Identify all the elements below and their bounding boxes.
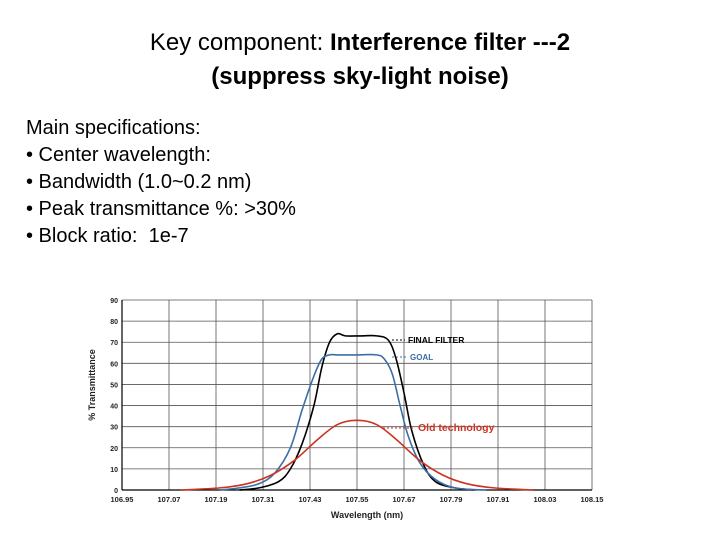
- spec-item-peak-transmittance: • Peak transmittance %: >30%: [26, 198, 296, 220]
- spec-item-center-wavelength: • Center wavelength:: [26, 144, 211, 166]
- y-tick-label: 90: [110, 298, 118, 305]
- series-line-goal: [219, 353, 487, 491]
- spec-item-block-ratio: • Block ratio: 1e-7: [26, 225, 189, 247]
- y-tick-label: 80: [110, 319, 118, 326]
- chart-series: [180, 332, 534, 491]
- specifications-list: Main specifications: • Center wavelength…: [26, 115, 296, 250]
- y-axis-label: % Transmittance: [87, 349, 97, 421]
- y-tick-label: 30: [110, 425, 118, 432]
- chart-axes: [121, 300, 592, 491]
- x-tick-label: 108.03: [534, 495, 557, 504]
- x-tick-label: 107.55: [346, 495, 369, 504]
- x-tick-label: 107.07: [158, 495, 181, 504]
- x-axis-label: Wavelength (nm): [331, 510, 403, 520]
- x-tick-label: 107.43: [299, 495, 322, 504]
- x-tick-label: 107.79: [440, 495, 463, 504]
- title-line-1: Key component: Interference filter ---2: [0, 26, 720, 60]
- y-tick-label: 0: [114, 488, 118, 495]
- x-tick-label: 107.91: [487, 495, 510, 504]
- x-tick-label: 107.31: [252, 495, 275, 504]
- legend-label-goal: GOAL: [410, 353, 433, 362]
- legend-label-old-technology: Old technology: [418, 422, 495, 434]
- slide-title: Key component: Interference filter ---2 …: [0, 26, 720, 94]
- y-tick-label: 70: [110, 340, 118, 347]
- title-line-2: (suppress sky-light noise): [211, 63, 509, 90]
- title-bold-part: Interference filter ---2: [330, 29, 571, 56]
- y-tick-label: 60: [110, 361, 118, 368]
- chart-grid: [121, 299, 593, 491]
- x-tick-label: 107.67: [393, 495, 416, 504]
- chart-legend: FINAL FILTER GOAL Old technology: [383, 335, 495, 434]
- x-tick-label: 108.15: [581, 495, 604, 504]
- title-prefix: Key component:: [149, 29, 331, 56]
- y-tick-label: 20: [110, 446, 118, 453]
- legend-label-final-filter: FINAL FILTER: [408, 335, 464, 345]
- spec-item-bandwidth: • Bandwidth (1.0~0.2 nm): [26, 171, 252, 193]
- chart-tick-labels: 0 10 20 30 40 50 60 70 80 90 106.95 107.07 107.19 107…: [87, 298, 603, 520]
- y-tick-label: 40: [110, 404, 118, 411]
- series-line-old-technology: [180, 419, 534, 491]
- y-tick-label: 10: [110, 467, 118, 474]
- x-tick-label: 107.19: [205, 495, 228, 504]
- specifications-heading: Main specifications:: [26, 117, 201, 139]
- x-tick-label: 106.95: [111, 495, 134, 504]
- y-tick-label: 50: [110, 382, 118, 389]
